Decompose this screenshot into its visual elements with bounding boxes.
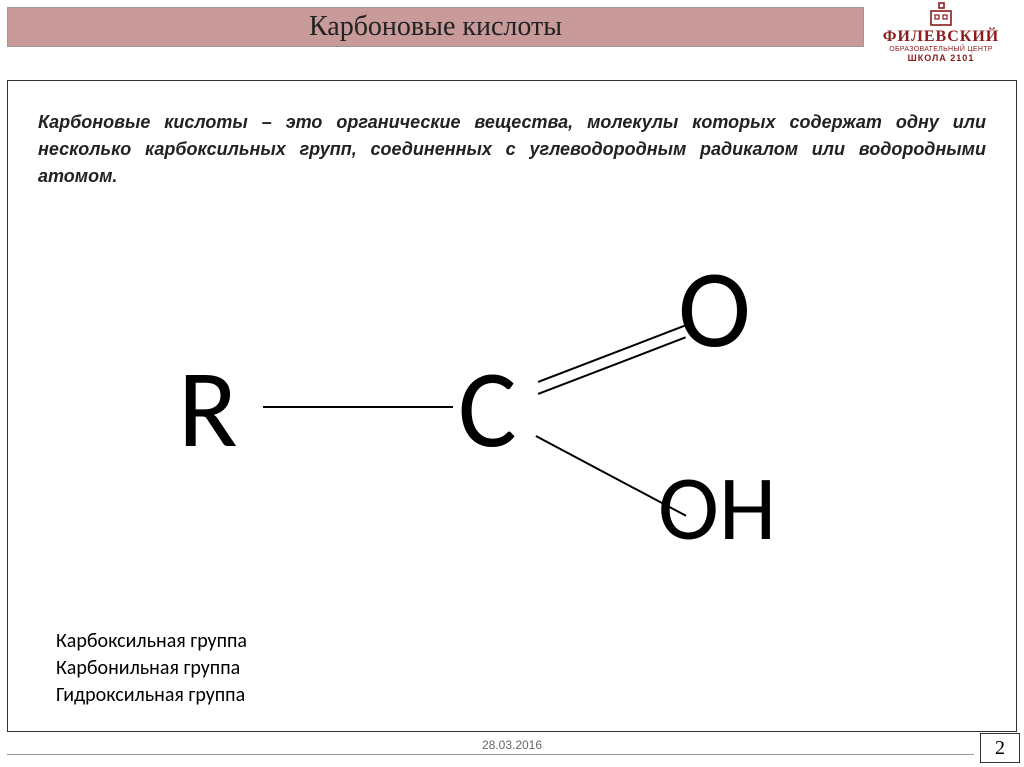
page-number: 2 xyxy=(980,733,1020,763)
atom-C: C xyxy=(458,341,517,476)
content-frame: Карбоновые кислоты – это органические ве… xyxy=(7,80,1017,732)
logo-subtitle-2: ШКОЛА 2101 xyxy=(866,53,1016,63)
footer-date: 28.03.2016 xyxy=(482,738,542,752)
functional-groups-list: Карбоксильная группа Карбонильная группа… xyxy=(56,628,247,709)
bond-line xyxy=(538,324,686,382)
slide-title: Карбоновые кислоты xyxy=(309,11,562,43)
atom-O: O xyxy=(678,241,751,376)
logo: ФИЛЕВСКИЙ ОБРАЗОВАТЕЛЬНЫЙ ЦЕНТР ШКОЛА 21… xyxy=(866,2,1016,63)
atom-R: R xyxy=(178,341,238,476)
chemical-structure-diagram: R C O OH xyxy=(8,251,1016,611)
title-bar: Карбоновые кислоты xyxy=(7,7,864,47)
group-carboxyl: Карбоксильная группа xyxy=(56,628,247,655)
atom-OH: OH xyxy=(658,451,776,564)
group-carbonyl: Карбонильная группа xyxy=(56,655,247,682)
group-hydroxyl: Гидроксильная группа xyxy=(56,682,247,709)
logo-subtitle-1: ОБРАЗОВАТЕЛЬНЫЙ ЦЕНТР xyxy=(866,46,1016,53)
logo-main-text: ФИЛЕВСКИЙ xyxy=(866,28,1016,46)
school-logo-icon xyxy=(926,2,956,28)
bond-line xyxy=(263,406,453,408)
bond-line xyxy=(538,336,686,394)
definition-text: Карбоновые кислоты – это органические ве… xyxy=(38,109,986,190)
footer-divider xyxy=(7,754,974,755)
